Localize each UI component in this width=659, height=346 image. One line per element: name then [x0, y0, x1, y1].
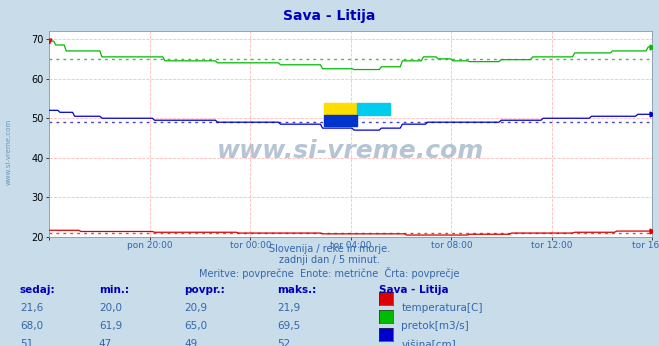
Text: povpr.:: povpr.: [185, 285, 225, 295]
Text: 49: 49 [185, 339, 198, 346]
Text: 21,6: 21,6 [20, 303, 43, 313]
Text: www.si-vreme.com: www.si-vreme.com [5, 119, 11, 185]
Text: 51: 51 [20, 339, 33, 346]
Text: 20,9: 20,9 [185, 303, 208, 313]
Text: www.si-vreme.com: www.si-vreme.com [217, 138, 484, 163]
Text: 65,0: 65,0 [185, 321, 208, 331]
Bar [357, 103, 390, 115]
Text: 47: 47 [99, 339, 112, 346]
Text: Sava - Litija: Sava - Litija [283, 9, 376, 22]
Text: Meritve: povprečne  Enote: metrične  Črta: povprečje: Meritve: povprečne Enote: metrične Črta:… [199, 267, 460, 279]
Text: min.:: min.: [99, 285, 129, 295]
Text: temperatura[C]: temperatura[C] [401, 303, 483, 313]
Text: maks.:: maks.: [277, 285, 316, 295]
Text: 21,9: 21,9 [277, 303, 300, 313]
Text: pretok[m3/s]: pretok[m3/s] [401, 321, 469, 331]
Text: Sava - Litija: Sava - Litija [379, 285, 449, 295]
Text: 69,5: 69,5 [277, 321, 300, 331]
Text: 68,0: 68,0 [20, 321, 43, 331]
Bar [324, 103, 357, 115]
Text: Slovenija / reke in morje.: Slovenija / reke in morje. [269, 244, 390, 254]
Text: 52: 52 [277, 339, 290, 346]
Text: 61,9: 61,9 [99, 321, 122, 331]
Text: višina[cm]: višina[cm] [401, 339, 456, 346]
Text: zadnji dan / 5 minut.: zadnji dan / 5 minut. [279, 255, 380, 265]
Text: 20,0: 20,0 [99, 303, 122, 313]
Bar [324, 115, 357, 126]
Text: sedaj:: sedaj: [20, 285, 55, 295]
